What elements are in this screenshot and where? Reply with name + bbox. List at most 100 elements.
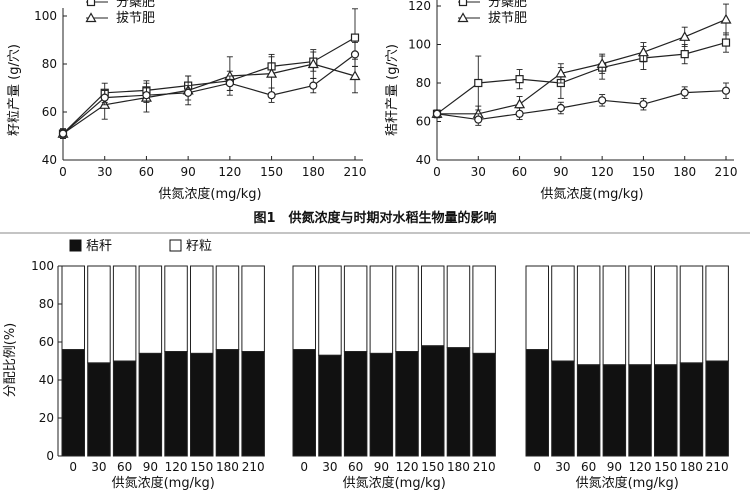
grain-yield-ytick-label-80: 80 — [42, 57, 57, 71]
stalk-yield-series-0-point-2 — [515, 75, 524, 84]
allocation-group-3-stalk-bar-3 — [602, 364, 627, 457]
grain-yield-ytick-label-60: 60 — [42, 105, 57, 119]
grain-yield-xtick-label-120: 120 — [218, 165, 241, 179]
allocation-group-2-stalk-bar-2 — [343, 351, 368, 457]
stalk-yield-series-1-point-4 — [596, 58, 608, 68]
grain-yield-legend-marker-0 — [86, 0, 96, 7]
allocation-group-1-grain-bar-0 — [61, 265, 85, 351]
allocation-ylabel: 分配比例(%) — [3, 323, 18, 398]
stalk-legend-label-jointing: 拔节肥 — [488, 11, 527, 26]
stalk-yield-xtick-label-210: 210 — [715, 165, 738, 179]
stalk-yield-series-1-point-2 — [514, 98, 526, 109]
grain-legend: 分蘖肥 拔节肥 — [116, 0, 155, 26]
stalk-yield-xtick-label-0: 0 — [433, 165, 441, 179]
allocation-group-2-grain-bar-2 — [343, 265, 368, 352]
allocation-group-2-grain-bar-0 — [292, 265, 316, 351]
allocation-ytick-label-80: 80 — [39, 297, 54, 311]
allocation-group-3-grain-bar-1 — [551, 265, 575, 362]
stalk-yield-series-0-point-7 — [721, 38, 731, 47]
allocation-group-2-xtick-label-1: 30 — [322, 460, 337, 474]
allocation-group-3-stalk-bar-4 — [628, 364, 652, 457]
stalk-yield-xtick-label-90: 90 — [553, 165, 568, 179]
stalk-yield-xtick-label-120: 120 — [591, 165, 614, 179]
allocation-group-2-grain-bar-1 — [318, 265, 342, 356]
grain-yield-series-1-line — [62, 63, 356, 135]
stalk-yield-series-1-point-3 — [555, 67, 567, 78]
stalk-yield-series-2-point-7 — [721, 86, 731, 95]
grain-yield-series-2-point-7 — [350, 50, 360, 59]
stalk-yield-series-2-point-4 — [598, 96, 607, 105]
stalk-yield-series-1-point-5 — [637, 46, 649, 57]
grain-yield-series-2-point-2 — [142, 91, 151, 100]
allocation-group-1-stalk-bar-3 — [138, 352, 163, 457]
allocation-group-1-grain-bar-7 — [241, 265, 265, 352]
allocation-group-2-grain-bar-5 — [421, 265, 445, 347]
allocation-group-1-xtick-label-4: 120 — [165, 460, 188, 474]
grain-yield-series-2-point-1 — [100, 93, 109, 102]
allocation-group-1-xtick-label-1: 30 — [91, 460, 106, 474]
allocation-group-3-xtick-label-2: 60 — [581, 460, 596, 474]
allocation-group-1-grain-bar-3 — [138, 265, 163, 354]
allocation-group-3-xtick-label-5: 150 — [654, 460, 677, 474]
allocation-group-3-grain-bar-6 — [679, 265, 704, 364]
grain-yield-series-2-point-3 — [184, 88, 193, 97]
grain-yield-series-1-point-5 — [266, 67, 278, 78]
allocation-group-2-stalk-bar-0 — [292, 349, 316, 457]
allocation-group-3-grain-bar-0 — [525, 265, 549, 351]
allocation-group-3-grain-bar-2 — [576, 265, 601, 366]
stalk-yield-xtick-label-60: 60 — [512, 165, 527, 179]
stalk-yield-xtick-label-150: 150 — [632, 165, 655, 179]
allocation-group-3: 0 30 60 90 120 150 180 210 供氮浓度(mg/kg) — [525, 265, 729, 491]
allocation-group-1-xtick-label-7: 210 — [242, 460, 265, 474]
grain-ylabel: 籽粒产量 (g/穴) — [7, 44, 22, 136]
grain-yield-series-2-point-6 — [309, 81, 318, 90]
allocation-group-2: 0 30 60 90 120 150 180 210 供氮浓度(mg/kg) — [292, 265, 496, 491]
stalk-yield-series-1-line — [437, 18, 727, 115]
grain-yield-xtick-label-30: 30 — [97, 165, 112, 179]
allocation-ytick-label-0: 0 — [46, 449, 54, 463]
grain-yield-series-2-point-0 — [58, 129, 68, 138]
stalk-yield-series-2-point-5 — [639, 100, 648, 109]
stalk-yield-ytick-label-80: 80 — [416, 76, 431, 90]
grain-yield-xtick-label-180: 180 — [302, 165, 325, 179]
allocation-group-1-grain-bar-6 — [215, 265, 240, 351]
grain-yield-xtick-label-150: 150 — [260, 165, 283, 179]
allocation-group-1-stalk-bar-0 — [61, 349, 85, 457]
allocation-group-2-xtick-label-6: 180 — [447, 460, 470, 474]
stalk-yield-xtick-label-180: 180 — [673, 165, 696, 179]
legend-label-grain: 籽粒 — [186, 239, 212, 254]
allocation-group-3-xtick-label-1: 30 — [555, 460, 570, 474]
allocation-group-3-stalk-bar-2 — [576, 364, 601, 457]
grain-yield-series-1-point-7 — [349, 70, 361, 81]
allocation-group-2-grain-bar-7 — [472, 265, 496, 354]
allocation-group-1-xtick-label-6: 180 — [216, 460, 239, 474]
allocation-group-2-xtick-label-7: 210 — [473, 460, 496, 474]
allocation-group-1-stalk-bar-5 — [190, 352, 214, 457]
stalk-yield-series-2-point-1 — [474, 115, 483, 124]
stalk-yield-series-0-point-1 — [474, 78, 483, 88]
allocation-group-1-grain-bar-5 — [190, 265, 214, 354]
stalk-yield-series-2-point-3 — [556, 103, 565, 113]
grain-yield-series-2-line — [62, 53, 356, 135]
stalk-yield-series-0-line — [436, 41, 727, 115]
stalk-legend-label-tiller: 分蘖肥 — [488, 0, 527, 10]
grain-yield-series-0-point-7 — [350, 33, 360, 42]
allocation-group-2-stalk-bar-1 — [318, 354, 342, 457]
stalk-yield-series-1-point-6 — [679, 31, 691, 41]
grain-yield-xtick-label-90: 90 — [181, 165, 196, 179]
allocation-group-3-xtick-label-3: 90 — [607, 460, 622, 474]
allocation-group-1-xtick-label-5: 150 — [190, 460, 213, 474]
grain-legend-label-jointing: 拔节肥 — [116, 11, 155, 26]
figure-caption: 图1 供氮浓度与时期对水稻生物量的影响 — [253, 210, 496, 226]
allocation-group-3-stalk-bar-0 — [525, 349, 549, 457]
grain-yield-series-2 — [58, 41, 360, 139]
stalk-yield-ytick-label-60: 60 — [416, 115, 431, 129]
grain-legend-label-tiller: 分蘖肥 — [116, 0, 155, 10]
allocation-group-3-stalk-bar-6 — [679, 362, 704, 457]
allocation-group-3-grain-bar-4 — [628, 265, 652, 366]
stalk-yield-ytick-label-120: 120 — [408, 0, 431, 13]
grain-xlabel: 供氮浓度(mg/kg) — [158, 186, 261, 202]
allocation-group-1-xtick-label-3: 90 — [143, 460, 158, 474]
allocation-ytick-label-100: 100 — [31, 259, 54, 273]
